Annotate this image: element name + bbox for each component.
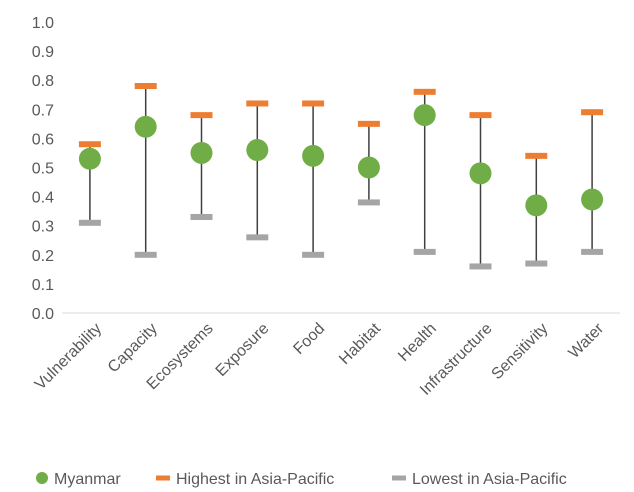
lowest-marker: [581, 248, 604, 255]
highest-marker: [302, 100, 325, 107]
y-tick-label: 0.0: [32, 306, 54, 323]
myanmar-points: [78, 104, 604, 217]
highest-marker: [190, 112, 213, 119]
highest-marker: [581, 109, 604, 116]
x-category-label: Food: [290, 320, 328, 358]
highest-markers: [78, 83, 604, 159]
myanmar-point: [469, 162, 492, 185]
highest-marker: [413, 88, 436, 95]
myanmar-point: [357, 156, 380, 179]
myanmar-point: [302, 144, 325, 167]
highest-marker: [246, 100, 269, 107]
myanmar-point: [190, 141, 213, 164]
y-tick-label: 0.6: [32, 131, 54, 148]
myanmar-point: [581, 188, 604, 211]
highest-marker: [134, 83, 157, 90]
highest-marker: [78, 141, 101, 148]
myanmar-point: [78, 147, 101, 170]
y-tick-label: 0.3: [32, 219, 54, 236]
lowest-marker: [413, 248, 436, 255]
y-tick-label: 0.7: [32, 102, 54, 119]
highest-marker: [525, 152, 548, 159]
y-tick-label: 0.9: [32, 44, 54, 61]
legend: Myanmar Highest in Asia-Pacific Lowest in …: [36, 471, 567, 488]
myanmar-point: [525, 194, 548, 217]
legend-myanmar-swatch: [36, 472, 48, 484]
lowest-marker: [469, 263, 492, 270]
myanmar-point: [246, 139, 269, 162]
x-category-label: Habitat: [336, 320, 384, 368]
highest-marker: [469, 112, 492, 119]
legend-highest-swatch: [156, 475, 170, 481]
legend-highest-label: Highest in Asia-Pacific: [176, 471, 334, 488]
y-tick-label: 1.0: [32, 15, 54, 32]
lowest-marker: [190, 213, 213, 220]
lowest-marker: [357, 199, 380, 206]
x-category-label: Capacity: [105, 320, 161, 376]
x-category-label: Exposure: [213, 320, 273, 380]
lowest-marker: [134, 251, 157, 258]
lowest-marker: [78, 219, 101, 226]
myanmar-point: [413, 104, 436, 127]
myanmar-point: [134, 115, 157, 138]
y-tick-label: 0.1: [32, 277, 54, 294]
x-category-label: Water: [566, 320, 608, 362]
range-lines: [89, 86, 593, 267]
highest-marker: [357, 120, 380, 127]
lowest-markers: [78, 199, 604, 270]
y-tick-label: 0.4: [32, 190, 54, 207]
legend-myanmar-label: Myanmar: [54, 471, 121, 488]
y-tick-label: 0.5: [32, 161, 54, 178]
legend-lowest-swatch: [392, 475, 406, 481]
lowest-marker: [302, 251, 325, 258]
x-category-label: Health: [395, 320, 440, 365]
x-category-label: Sensitivity: [489, 320, 552, 383]
lowest-marker: [246, 234, 269, 241]
legend-lowest-label: Lowest in Asia-Pacific: [412, 471, 567, 488]
y-axis-ticks: 0.0 0.1 0.2 0.3 0.4 0.5 0.6 0.7 0.8 0.9 1.0: [32, 15, 54, 323]
lowest-marker: [525, 260, 548, 267]
y-tick-label: 0.8: [32, 73, 54, 90]
y-tick-label: 0.2: [32, 248, 54, 265]
x-category-label: Vulnerability: [32, 320, 105, 393]
